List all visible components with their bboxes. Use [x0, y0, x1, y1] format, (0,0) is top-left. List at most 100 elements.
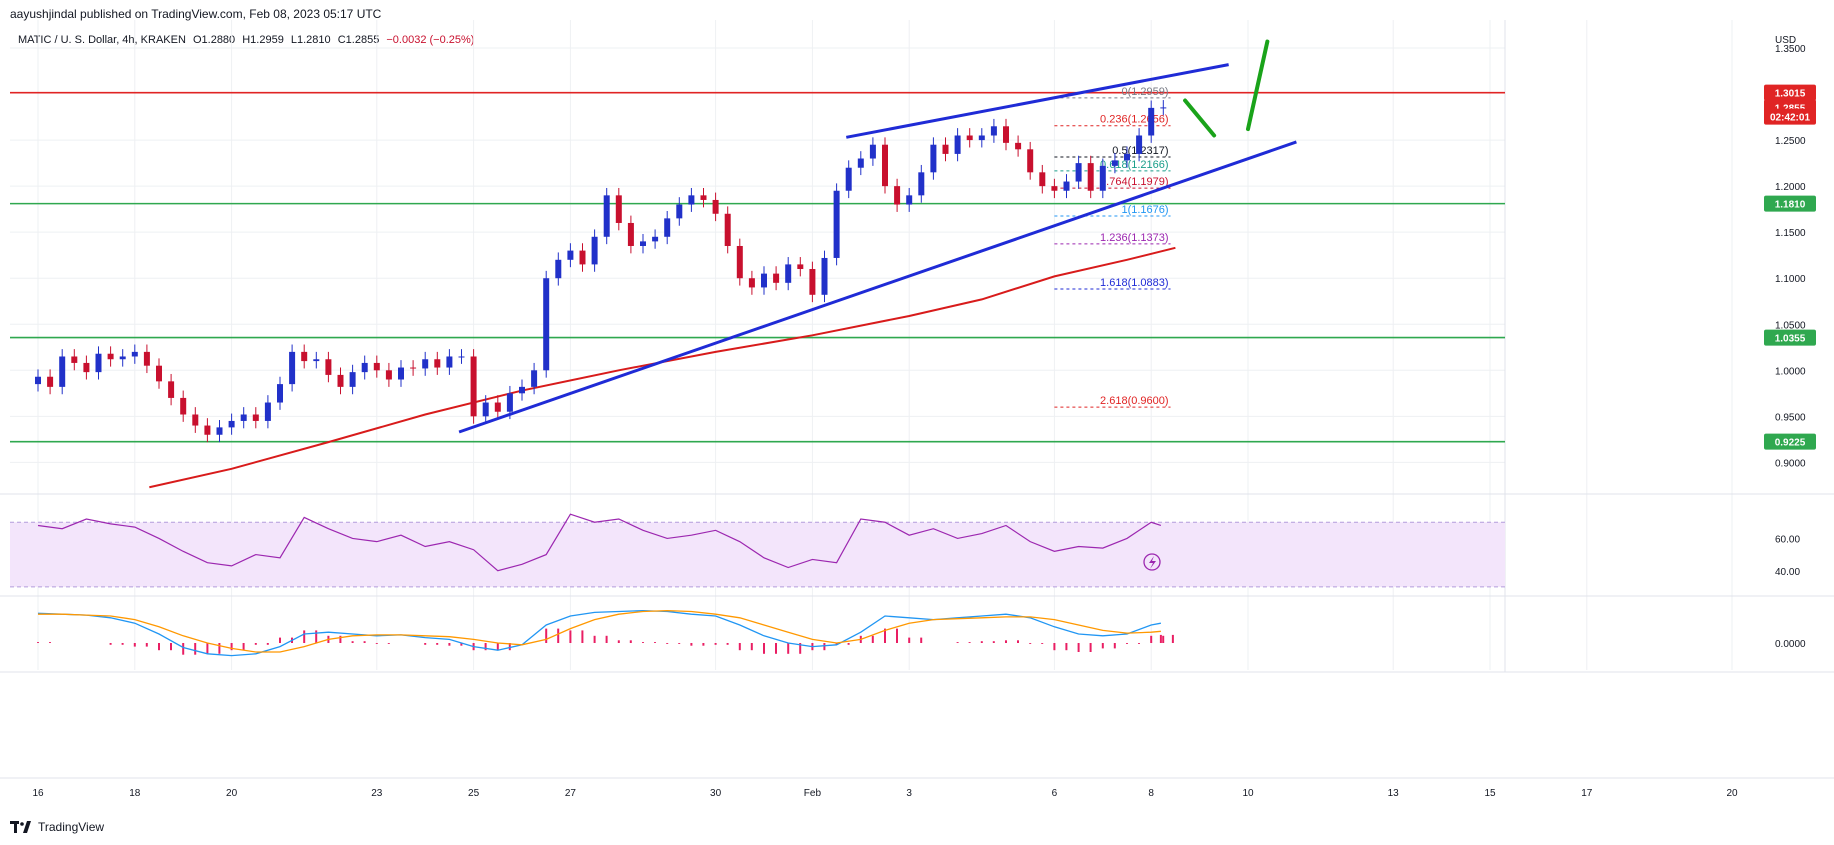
- candle-body: [966, 135, 973, 141]
- price-badge: [1764, 433, 1816, 450]
- candle-body: [398, 367, 404, 380]
- price-axis-unit: USD: [1775, 35, 1796, 46]
- candle-body: [361, 362, 368, 373]
- candle-body: [216, 427, 223, 435]
- candle-body: [1136, 135, 1143, 154]
- rsi-band: [10, 522, 1505, 587]
- rsi-tick-label: 40.00: [1775, 567, 1800, 578]
- candle-body: [83, 362, 90, 373]
- candle-body: [494, 402, 501, 412]
- candle-body: [325, 359, 332, 375]
- candle-body: [676, 204, 683, 219]
- candle-body: [143, 351, 150, 366]
- time-tick-label: 13: [1388, 788, 1400, 799]
- candle-body: [640, 241, 646, 246]
- time-tick-label: 15: [1484, 788, 1496, 799]
- candle-body: [131, 351, 138, 357]
- time-tick-label: 8: [1148, 788, 1154, 799]
- candle-body: [652, 236, 659, 242]
- candle-body: [458, 356, 465, 358]
- brand-label: TradingView: [38, 820, 105, 834]
- rsi-tick-label: 60.00: [1775, 534, 1800, 545]
- candle-body: [748, 278, 755, 288]
- candle-body: [1099, 165, 1106, 191]
- fib-level-label: 1.618(1.0883): [1100, 277, 1169, 289]
- trend-line-upper-channel: [845, 63, 1229, 139]
- candle-body: [869, 144, 876, 159]
- price-badge: [1764, 195, 1816, 212]
- candle-body: [664, 218, 671, 237]
- close-value: C1.2855: [337, 34, 380, 46]
- candle-body: [918, 172, 925, 196]
- high-value: H1.2959: [242, 34, 284, 46]
- moving-average-line: [149, 246, 1176, 489]
- macd-line: [37, 609, 1161, 657]
- candle-body: [337, 374, 344, 387]
- candle-body: [71, 356, 78, 363]
- price-badge: [1764, 84, 1816, 101]
- time-tick-label: 27: [565, 788, 577, 799]
- candle-body: [519, 386, 525, 394]
- candle-body: [531, 370, 538, 387]
- candle-body: [1027, 149, 1034, 173]
- price-badge-label: 1.0355: [1775, 334, 1806, 345]
- price-tick-label: 1.2500: [1775, 136, 1806, 147]
- candle-body: [95, 353, 102, 373]
- time-tick-label: 3: [906, 788, 912, 799]
- fib-level-label: 1(1.1676): [1121, 204, 1168, 216]
- macd-signal-line: [38, 609, 1161, 653]
- time-tick-label: 10: [1242, 788, 1254, 799]
- open-value: O1.2880: [192, 34, 236, 46]
- candle-body: [1087, 163, 1094, 191]
- price-tick-label: 1.2000: [1775, 182, 1806, 193]
- candle-body: [700, 195, 707, 200]
- candle-body: [252, 414, 259, 421]
- candle-body: [627, 222, 634, 246]
- candle-body: [688, 195, 695, 205]
- candle-body: [833, 190, 840, 258]
- symbol-name[interactable]: MATIC / U. S. Dollar, 4h, KRAKEN: [18, 34, 186, 46]
- projection-arrow: [1183, 98, 1217, 138]
- projection-arrow: [1246, 39, 1270, 132]
- candle-body: [107, 353, 114, 360]
- candle-body: [168, 381, 175, 398]
- candle-body: [954, 135, 961, 154]
- candle-body: [591, 236, 598, 265]
- time-tick-label: 18: [129, 788, 141, 799]
- candle-body: [240, 414, 247, 421]
- candle-body: [385, 370, 392, 380]
- fib-level-label: 1.236(1.1373): [1100, 232, 1169, 244]
- candle-body: [422, 359, 429, 369]
- candle-body: [942, 144, 949, 154]
- candle-body: [35, 376, 41, 385]
- fib-level-label: 0(1.2959): [1121, 86, 1168, 98]
- time-tick-label: 25: [468, 788, 480, 799]
- candle-body: [506, 393, 513, 412]
- candle-body: [482, 402, 489, 417]
- time-tick-label: 17: [1581, 788, 1593, 799]
- candle-body: [434, 359, 441, 368]
- price-badge-label: 1.3015: [1775, 89, 1806, 100]
- candle-body: [1075, 163, 1082, 182]
- rsi-line: [37, 513, 1162, 572]
- candle-body: [373, 362, 380, 371]
- candle-body: [845, 167, 852, 191]
- price-badge-label: 0.9225: [1775, 438, 1806, 449]
- tradingview-brand[interactable]: TradingView: [10, 820, 104, 834]
- candle-body: [978, 135, 985, 141]
- fib-level-label: 0.618(1.2166): [1100, 159, 1169, 171]
- candle-body: [894, 186, 901, 205]
- candle-body: [277, 384, 283, 403]
- candle-body: [1015, 142, 1022, 150]
- candle-body: [1003, 126, 1009, 143]
- price-tick-label: 1.3500: [1775, 44, 1806, 55]
- time-tick-label: 20: [226, 788, 238, 799]
- candle-body: [567, 250, 574, 260]
- price-badge: [1764, 108, 1816, 125]
- candle-body: [930, 144, 937, 173]
- candle-body: [289, 351, 296, 385]
- candle-body: [761, 273, 767, 288]
- tradingview-logo-icon: [10, 821, 32, 833]
- price-badge-label: 1.1810: [1775, 200, 1806, 211]
